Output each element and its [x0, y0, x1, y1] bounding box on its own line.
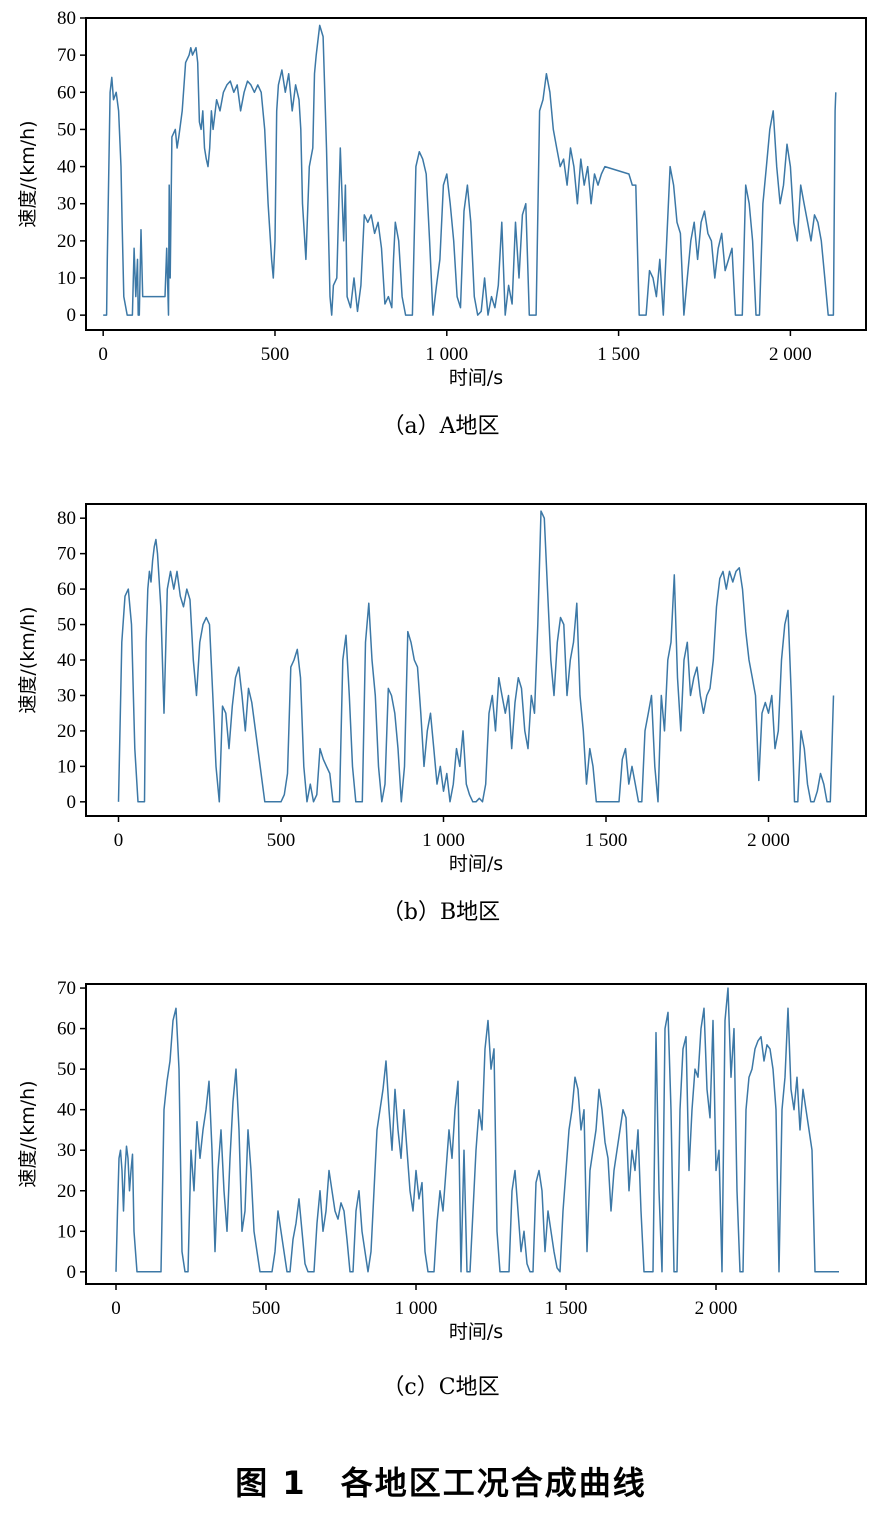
x-tick-label-a: 0 — [98, 344, 108, 365]
y-tick-label-c: 20 — [57, 1181, 76, 1202]
x-tick-label-b: 0 — [114, 830, 124, 851]
chart-a: 0 10 20 30 40 50 60 70 80 0 500 1 000 1 500 2 000 时间/s… — [17, 8, 867, 389]
x-tick-label-a: 2 000 — [769, 344, 812, 365]
y-tick-label-b: 20 — [57, 721, 76, 742]
chart-b: 0 10 20 30 40 50 60 70 80 0 500 1 000 1 500 2 000 时间/s… — [17, 503, 867, 875]
y-tick-label-c: 30 — [57, 1140, 76, 1161]
plot-frame-a — [85, 17, 867, 331]
x-tick-label-a: 1 500 — [597, 344, 640, 365]
y-tick-label-b: 60 — [57, 579, 76, 600]
y-tick-label-b: 70 — [57, 544, 76, 565]
caption-c: （c）C地区 — [382, 1375, 500, 1400]
y-tick-label-a: 70 — [57, 45, 76, 66]
x-tick-label-b: 2 000 — [747, 830, 790, 851]
y-tick-label-c: 60 — [57, 1019, 76, 1040]
y-axis-title-b: 速度/(km/h) — [17, 606, 39, 713]
y-tick-label-a: 80 — [57, 8, 76, 29]
caption-b: （b）B地区 — [381, 900, 501, 925]
y-tick-label-b: 50 — [57, 615, 76, 636]
y-tick-label-c: 0 — [67, 1262, 77, 1283]
x-axis-title-c: 时间/s — [449, 1321, 503, 1343]
x-tick-label-c: 2 000 — [695, 1298, 738, 1319]
y-tick-label-c: 50 — [57, 1059, 76, 1080]
y-tick-label-a: 30 — [57, 194, 76, 215]
x-tick-label-c: 1 500 — [545, 1298, 588, 1319]
y-tick-label-b: 10 — [57, 756, 76, 777]
y-tick-label-c: 10 — [57, 1221, 76, 1242]
y-tick-label-a: 20 — [57, 231, 76, 252]
x-tick-label-a: 500 — [261, 344, 290, 365]
y-tick-label-b: 80 — [57, 508, 76, 529]
x-tick-label-b: 1 500 — [585, 830, 628, 851]
y-tick-label-a: 0 — [67, 305, 77, 326]
x-axis-title-a: 时间/s — [449, 367, 503, 389]
y-tick-label-a: 40 — [57, 157, 76, 178]
x-tick-label-b: 500 — [267, 830, 296, 851]
y-tick-label-c: 70 — [57, 978, 76, 999]
chart-c: 0 10 20 30 40 50 60 70 0 500 1 000 1 500 2 000 时间/s 速度… — [17, 978, 867, 1343]
y-tick-label-a: 60 — [57, 82, 76, 103]
figure-title: 图 1 各地区工况合成曲线 — [235, 1464, 647, 1502]
y-tick-label-a: 10 — [57, 268, 76, 289]
speed-series-line-b — [117, 510, 835, 803]
y-axis-title-c: 速度/(km/h) — [17, 1080, 39, 1187]
x-axis-title-b: 时间/s — [449, 853, 503, 875]
x-tick-label-b: 1 000 — [422, 830, 465, 851]
y-tick-label-b: 30 — [57, 685, 76, 706]
y-axis-title-a: 速度/(km/h) — [17, 120, 39, 227]
speed-series-line-c — [115, 987, 839, 1273]
y-tick-label-b: 0 — [67, 792, 77, 813]
speed-series-line-a — [103, 24, 837, 316]
y-tick-label-b: 40 — [57, 650, 76, 671]
x-tick-label-c: 500 — [252, 1298, 281, 1319]
x-tick-label-a: 1 000 — [425, 344, 468, 365]
plot-frame-c — [85, 983, 867, 1285]
caption-a: （a）A地区 — [382, 414, 500, 439]
y-tick-label-c: 40 — [57, 1100, 76, 1121]
x-tick-label-c: 0 — [111, 1298, 121, 1319]
x-tick-label-c: 1 000 — [395, 1298, 438, 1319]
y-tick-label-a: 50 — [57, 119, 76, 140]
